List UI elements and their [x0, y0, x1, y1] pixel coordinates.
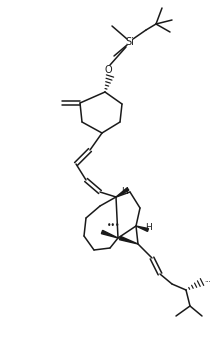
Polygon shape: [116, 188, 129, 197]
Text: Si: Si: [125, 37, 134, 47]
Text: •••: •••: [107, 222, 121, 230]
Text: O: O: [104, 65, 112, 75]
Polygon shape: [136, 226, 148, 231]
Polygon shape: [119, 236, 138, 244]
Polygon shape: [101, 230, 118, 238]
Text: H: H: [121, 186, 127, 195]
Text: H: H: [146, 223, 152, 232]
Text: ···: ···: [205, 279, 211, 285]
